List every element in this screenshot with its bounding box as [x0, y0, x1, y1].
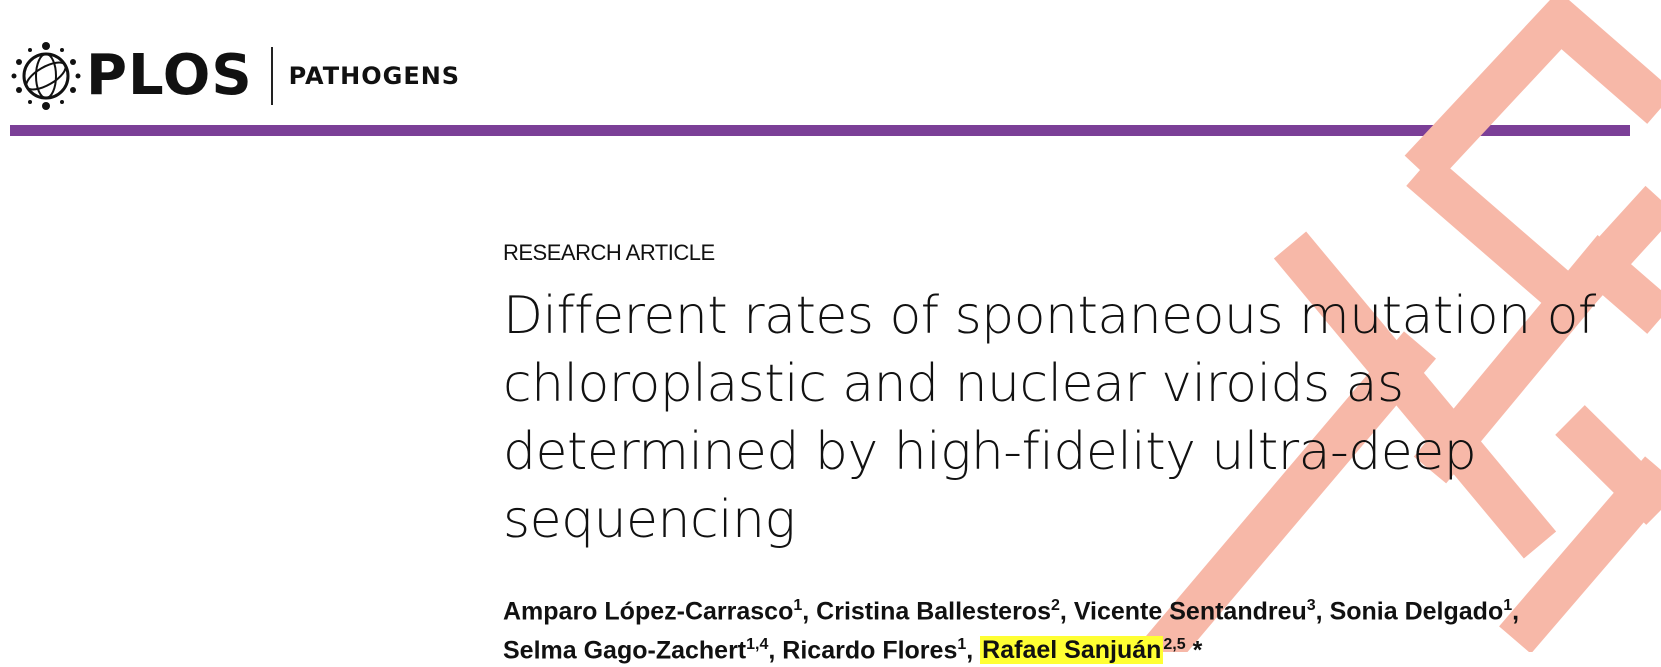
author-affiliation: 3: [1306, 596, 1316, 614]
author-name[interactable]: Cristina Ballesteros: [816, 597, 1051, 626]
logo-divider: [270, 47, 273, 105]
author-name[interactable]: Amparo López-Carrasco: [503, 597, 794, 626]
author-separator: ,: [1059, 597, 1074, 626]
author-affiliation: 1,4: [746, 636, 769, 654]
author-affiliation: 2: [1051, 596, 1060, 614]
article-title: Different rates of spontaneous mutation …: [503, 282, 1596, 554]
author-affiliation: 2,5: [1163, 636, 1186, 654]
author-affiliation: 1: [1503, 596, 1513, 614]
author-name[interactable]: Selma Gago-Zachert: [503, 636, 747, 665]
author-separator: ,: [1315, 597, 1330, 626]
author-separator: ,: [768, 636, 783, 665]
article-header: RESEARCH ARTICLE Different rates of spon…: [503, 240, 1623, 667]
title-line: Different rates of spontaneous mutation …: [503, 286, 1596, 346]
journal-name: PATHOGENS: [288, 62, 461, 90]
author-separator: ,: [966, 636, 981, 665]
plos-globe-icon: [11, 42, 81, 110]
author-affiliation: 1: [957, 636, 967, 654]
journal-header: PLOS PATHOGENS: [0, 0, 1661, 140]
author-name[interactable]: Sonia Delgado: [1329, 597, 1504, 626]
header-rule: [10, 125, 1630, 136]
author-separator: ,: [802, 597, 817, 626]
author-list: Amparo López-Carrasco1, Cristina Ballest…: [503, 589, 1603, 667]
article-type: RESEARCH ARTICLE: [503, 240, 715, 265]
author-affiliation: 1: [793, 596, 803, 614]
author-name-highlighted[interactable]: Rafael Sanjuán: [980, 636, 1164, 665]
plos-logo[interactable]: PLOS PATHOGENS: [10, 40, 460, 112]
title-line: determined by high-fidelity ultra-deep: [503, 422, 1477, 482]
corresponding-author-marker: *: [1185, 636, 1203, 665]
author-separator: ,: [1512, 597, 1520, 626]
plos-wordmark: PLOS: [86, 43, 253, 108]
author-name[interactable]: Vicente Sentandreu: [1073, 597, 1307, 626]
title-line: sequencing: [503, 490, 796, 550]
author-name[interactable]: Ricardo Flores: [782, 636, 958, 665]
title-line: chloroplastic and nuclear viroids as: [503, 354, 1404, 414]
